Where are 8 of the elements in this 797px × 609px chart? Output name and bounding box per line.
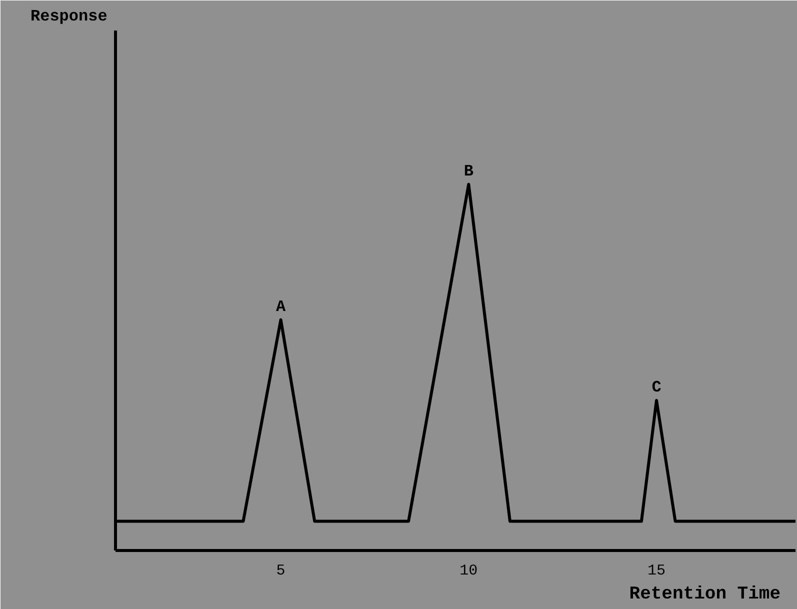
x-axis-title: Retention Time: [629, 584, 781, 604]
text: Response: [30, 8, 108, 26]
x-tick-label: 15: [647, 562, 666, 580]
x-tick-label: 10: [460, 562, 478, 580]
x-tick-label: 5: [276, 562, 286, 580]
annotation: A: [276, 298, 286, 316]
annotation: B: [464, 162, 474, 180]
annotation: C: [652, 378, 662, 396]
